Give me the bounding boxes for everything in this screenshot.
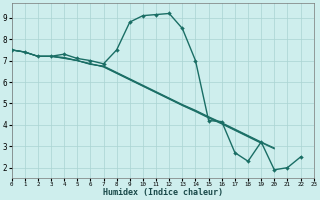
X-axis label: Humidex (Indice chaleur): Humidex (Indice chaleur) bbox=[103, 188, 223, 197]
